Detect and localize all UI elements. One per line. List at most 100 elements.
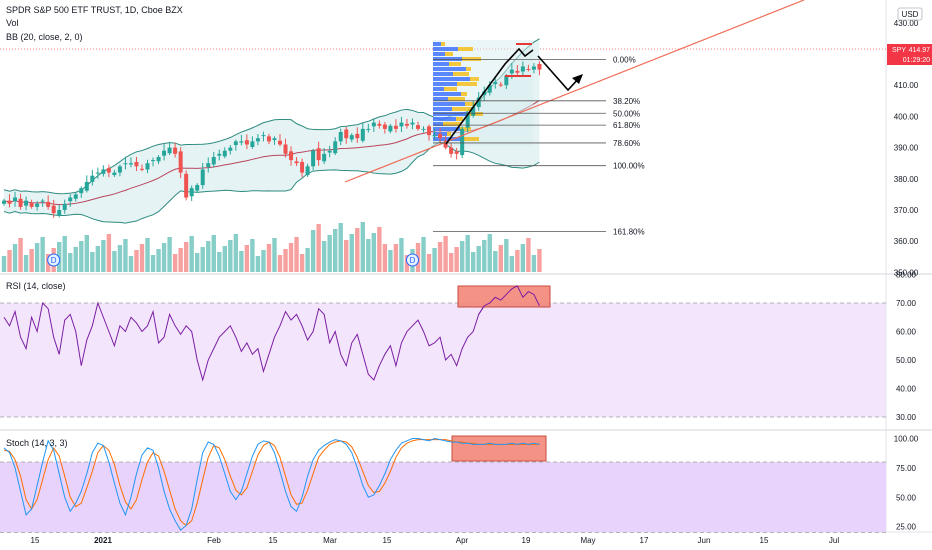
projection-path-up[interactable] [445, 47, 534, 145]
candle-body [399, 122, 404, 127]
bb-indicator-label: BB (20, close, 2, 0) [6, 32, 83, 42]
volume-bar [211, 235, 216, 272]
candle-body [255, 138, 260, 142]
volume-bar [537, 249, 542, 272]
time-tick-label: Jun [698, 536, 711, 545]
time-tick-label: 17 [640, 536, 649, 545]
candle-body [233, 141, 238, 146]
projection-path-down[interactable] [537, 55, 581, 92]
volume-bar [134, 250, 139, 272]
time-tick-label: 2021 [94, 536, 112, 545]
candle-body [438, 133, 443, 139]
rsi-band [0, 303, 886, 417]
candle-body [112, 172, 117, 176]
volume-bar [283, 249, 288, 272]
time-tick-label: Jul [829, 536, 839, 545]
labels: SPDR S&P 500 ETF TRUST, 1D, Cboe BZX Vol… [6, 5, 932, 448]
candle-body [189, 188, 194, 197]
stoch-band [0, 462, 886, 533]
profile-row [449, 62, 461, 66]
candle-body [261, 135, 266, 137]
candle-body [79, 188, 84, 194]
time-tick-label: Apr [456, 536, 469, 545]
volume-bar [12, 244, 18, 272]
volume-bar [305, 248, 310, 272]
symbol-title: SPDR S&P 500 ETF TRUST, 1D, Cboe BZX [6, 5, 183, 15]
volume-bar [156, 249, 161, 272]
time-tick-label: 15 [383, 536, 392, 545]
price-tick-label: 430.00 [894, 19, 919, 28]
stoch-tick-label: 100.00 [894, 435, 919, 444]
candle-body [487, 85, 492, 93]
candle-body [344, 129, 349, 139]
volume-bar [139, 244, 145, 272]
candle-body [465, 113, 470, 128]
currency-badge[interactable] [897, 7, 923, 21]
price-tag-countdown: 01:29:20 [903, 57, 930, 64]
candle-body [311, 150, 316, 167]
fib-level-label: 61.80% [613, 121, 640, 130]
time-tick-label: May [580, 536, 595, 545]
profile-row [433, 102, 465, 106]
volume-bar [195, 253, 200, 272]
volume-bar [150, 255, 156, 272]
volume-bar [471, 252, 476, 272]
candle-body [421, 128, 426, 130]
volume-bar [112, 251, 117, 272]
candle-body [504, 75, 509, 86]
profile-row [465, 102, 475, 106]
candle-body [211, 156, 216, 165]
candle-body [250, 141, 255, 147]
volume-bar [426, 254, 432, 272]
volume-bar [437, 242, 443, 272]
candle-body [537, 63, 542, 70]
volume-bar [145, 238, 150, 272]
candle-body [410, 122, 415, 125]
rsi-indicator-label: RSI (14, close) [6, 281, 66, 291]
stoch-indicator-label: Stoch (14, 3, 3) [6, 438, 68, 448]
volume-bar [504, 239, 509, 272]
profile-row [456, 117, 463, 121]
candle-body [151, 160, 156, 162]
volume-bar [288, 243, 294, 272]
profile-row [433, 127, 460, 131]
candle-body [40, 200, 45, 202]
bb-lower-line [3, 141, 540, 224]
dividend-marker[interactable] [405, 253, 419, 267]
volume-bar [487, 234, 492, 272]
volume-bar [299, 254, 305, 272]
volume-bar [294, 237, 299, 272]
profile-row [433, 107, 452, 111]
drawings[interactable]: 0.00% 38.20% 50.00% 61.80% 78.60% 100.00% 161.… [344, 0, 805, 237]
profile-row [464, 137, 479, 141]
profile-row [433, 47, 458, 51]
candle-body [300, 161, 305, 173]
candle-body [162, 150, 167, 156]
candle-body [145, 163, 150, 170]
trendline[interactable] [344, 0, 805, 183]
profile-row [433, 82, 457, 86]
volume-bar [250, 239, 255, 272]
dividend-marker[interactable] [47, 253, 61, 267]
profile-row [433, 97, 448, 101]
volume-bar [18, 238, 23, 272]
volume-bar [476, 246, 481, 272]
volume-bar [40, 237, 45, 272]
fib-level-label: 78.60% [613, 139, 640, 148]
candle-body [283, 144, 288, 154]
candle-body [272, 138, 277, 141]
candle-body [266, 136, 271, 142]
time-tick-label: 19 [522, 536, 531, 545]
candle-body [443, 140, 448, 148]
candle-body [123, 163, 128, 165]
stoch-highlight-box[interactable] [451, 435, 547, 462]
time-tick-label: Mar [323, 536, 337, 545]
volume-bar [277, 255, 283, 272]
volume-bar [228, 240, 233, 272]
profile-row [469, 112, 483, 116]
volume-bar [404, 255, 410, 272]
volume-bar [217, 252, 222, 272]
time-tick-label: 15 [760, 536, 769, 545]
